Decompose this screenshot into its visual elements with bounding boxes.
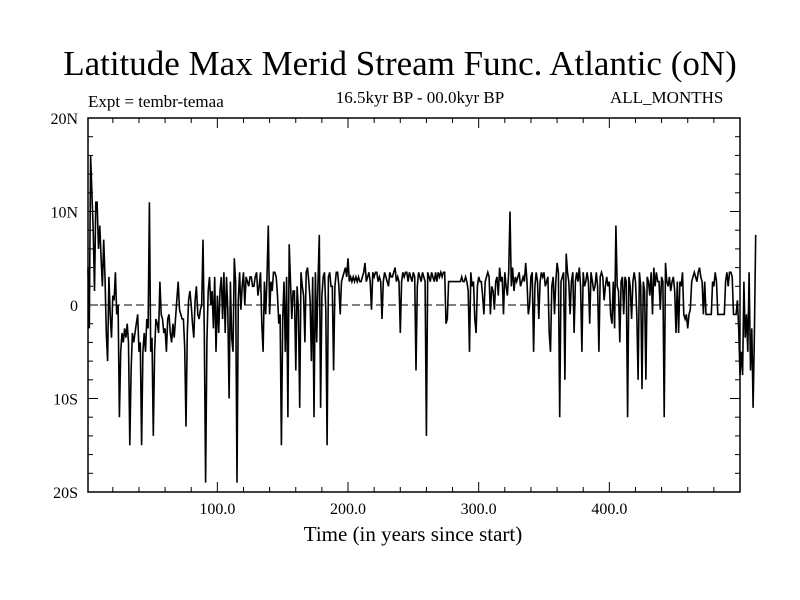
y-tick-label: 10S [53, 392, 78, 409]
x-tick-labels: 100.0 200.0 300.0 400.0 [199, 501, 627, 518]
experiment-label: Expt = tembr-temaa [88, 92, 224, 111]
x-tick-label: 100.0 [199, 501, 235, 518]
x-tick-label: 200.0 [330, 501, 366, 518]
x-tick-label: 400.0 [591, 501, 627, 518]
y-tick-label: 20N [50, 111, 78, 128]
y-tick-label: 0 [70, 298, 78, 315]
series-line [87, 155, 757, 483]
period-label: 16.5kyr BP - 00.0kyr BP [335, 88, 505, 107]
y-tick-label: 10N [50, 205, 78, 222]
y-tick-label: 20S [53, 485, 78, 502]
x-tick-label: 300.0 [461, 501, 497, 518]
chart-title: Latitude Max Merid Stream Func. Atlantic… [63, 44, 737, 83]
y-tick-labels: 20N 10N 0 10S 20S [50, 111, 78, 502]
plot-frame [87, 117, 741, 493]
season-label: ALL_MONTHS [610, 88, 724, 107]
x-axis-label: Time (in years since start) [303, 522, 523, 546]
